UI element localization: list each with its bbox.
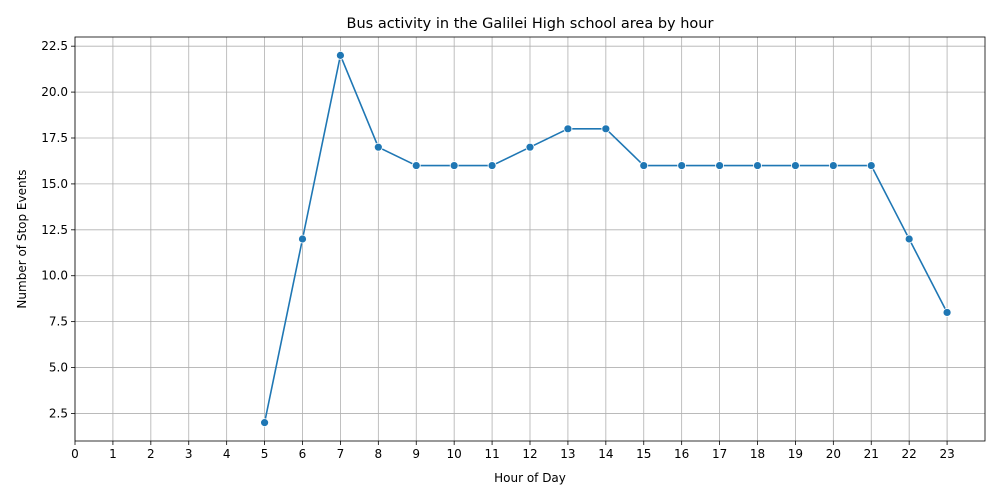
data-point	[563, 124, 573, 134]
x-tick-label: 9	[412, 447, 420, 461]
x-tick-label: 18	[750, 447, 765, 461]
data-point	[449, 161, 459, 170]
y-tick-label: 12.5	[41, 223, 68, 237]
data-point	[487, 161, 497, 170]
data-point	[753, 161, 762, 170]
x-tick-label: 20	[826, 447, 841, 461]
data-point	[715, 161, 724, 170]
data-point	[373, 142, 383, 152]
data-point	[336, 50, 345, 60]
data-point	[260, 418, 269, 428]
x-tick-label: 1	[109, 447, 117, 461]
y-tick-label: 17.5	[41, 131, 68, 145]
x-tick-label: 15	[636, 447, 651, 461]
x-tick-label: 0	[71, 447, 79, 461]
x-tick-label: 12	[522, 447, 537, 461]
y-tick-label: 10.0	[41, 269, 68, 283]
data-point	[525, 142, 535, 152]
series-layer	[260, 50, 952, 428]
chart-title: Bus activity in the Galilei High school …	[347, 16, 714, 32]
y-tick-label: 20.0	[41, 85, 68, 99]
data-point	[791, 161, 800, 170]
x-tick-label: 2	[147, 447, 155, 461]
x-tick-label: 6	[299, 447, 307, 461]
x-tick-label: 23	[939, 447, 954, 461]
x-tick-label: 10	[447, 447, 462, 461]
x-tick-label: 19	[788, 447, 803, 461]
data-point	[411, 161, 421, 170]
x-tick-label: 21	[864, 447, 879, 461]
axis-ticks: 0 1 2 3 4 5 6 7 8 9 10 11 12 13 14 15 16 17 18 19 20 21 22 232.…	[41, 39, 954, 461]
y-axis-label: Number of Stop Events	[15, 169, 29, 308]
x-tick-label: 11	[484, 447, 499, 461]
x-tick-label: 13	[560, 447, 575, 461]
data-point	[942, 308, 952, 317]
data-point	[298, 234, 307, 244]
x-tick-label: 22	[902, 447, 917, 461]
x-tick-label: 14	[598, 447, 613, 461]
data-point	[677, 161, 687, 170]
data-point	[601, 124, 611, 134]
x-tick-label: 7	[337, 447, 345, 461]
data-point	[828, 161, 838, 170]
y-tick-label: 5.0	[49, 361, 68, 375]
y-tick-label: 2.5	[49, 406, 68, 420]
x-tick-label: 16	[674, 447, 689, 461]
x-tick-label: 17	[712, 447, 727, 461]
data-point	[639, 161, 649, 170]
y-tick-label: 15.0	[41, 177, 68, 191]
y-tick-label: 22.5	[41, 39, 68, 53]
x-tick-label: 5	[261, 447, 269, 461]
data-point	[866, 161, 876, 170]
x-tick-label: 8	[375, 447, 383, 461]
x-tick-label: 4	[223, 447, 231, 461]
x-tick-label: 3	[185, 447, 193, 461]
data-point	[904, 234, 914, 244]
x-axis-label: Hour of Day	[494, 471, 566, 485]
y-tick-label: 7.5	[49, 315, 68, 329]
grid	[74, 37, 985, 441]
